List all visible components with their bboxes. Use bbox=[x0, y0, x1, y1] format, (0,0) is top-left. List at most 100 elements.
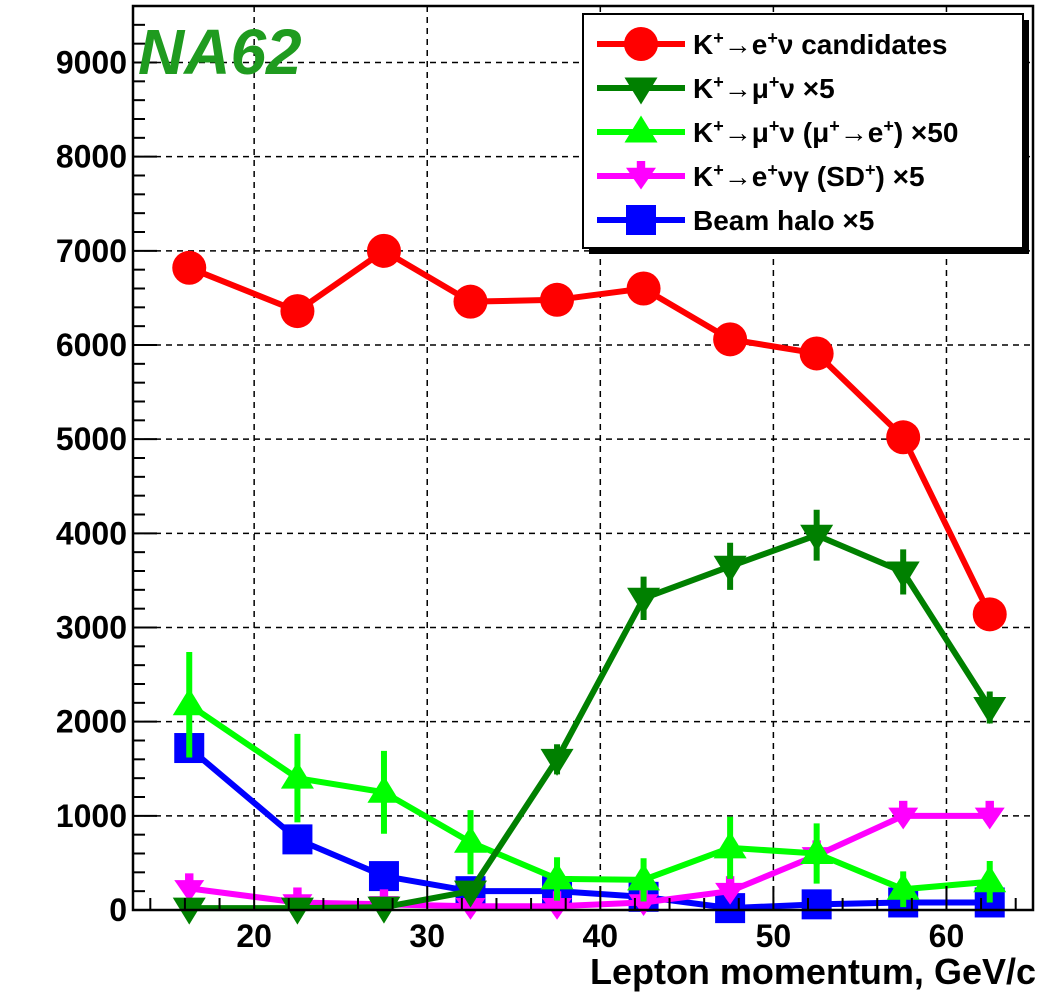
data-point bbox=[368, 861, 399, 892]
legend-label: K+→μ+ν ×5 bbox=[693, 72, 835, 104]
legend-text-part: ν (μ bbox=[779, 117, 829, 148]
y-tick-label: 0 bbox=[109, 892, 127, 928]
legend-superscript: + bbox=[769, 72, 780, 92]
series-line bbox=[188, 247, 993, 616]
data-point bbox=[540, 748, 574, 776]
series-line bbox=[189, 532, 993, 912]
data-point bbox=[282, 824, 313, 855]
legend-marker bbox=[624, 115, 658, 143]
legend-entry: K+→e+νγ (SD+) ×5 bbox=[597, 160, 925, 192]
legend-superscript: + bbox=[865, 160, 876, 180]
experiment-logo: NA62 bbox=[138, 16, 302, 88]
tri-star-marker-part bbox=[985, 800, 994, 824]
data-point bbox=[713, 555, 747, 583]
legend-text-part: νγ (SD bbox=[778, 161, 865, 192]
y-tick-label: 5000 bbox=[56, 421, 127, 457]
y-tick-label: 1000 bbox=[56, 798, 127, 834]
data-point bbox=[801, 889, 832, 920]
legend-text-part: ν candidates bbox=[778, 29, 948, 60]
data-point bbox=[454, 825, 487, 853]
data-point bbox=[172, 688, 206, 716]
legend-text-part: ν ×5 bbox=[779, 73, 834, 104]
tri-star-marker-part bbox=[552, 891, 562, 914]
legend-marker bbox=[626, 205, 656, 235]
legend-text-part: K bbox=[693, 29, 713, 60]
data-point bbox=[886, 420, 921, 455]
x-tick-label: 50 bbox=[756, 918, 792, 954]
data-point bbox=[800, 837, 834, 864]
data-point bbox=[626, 271, 661, 306]
legend-text-part: K bbox=[693, 161, 713, 192]
data-point bbox=[174, 873, 205, 902]
data-point bbox=[280, 294, 315, 329]
legend-entry: K+→μ+ν ×5 bbox=[597, 72, 835, 105]
data-point bbox=[713, 322, 748, 357]
legend-text-part: →e bbox=[724, 161, 768, 192]
data-point bbox=[453, 284, 488, 319]
legend-marker bbox=[624, 77, 658, 105]
legend-superscript: + bbox=[713, 28, 724, 48]
data-point bbox=[540, 282, 575, 317]
data-point bbox=[367, 775, 401, 803]
legend-label: K+→μ+ν (μ+→e+) ×50 bbox=[693, 116, 958, 148]
legend-superscript: + bbox=[767, 28, 778, 48]
y-tick-label: 9000 bbox=[56, 45, 127, 81]
legend-marker bbox=[624, 27, 658, 61]
tri-star-marker-part bbox=[185, 873, 194, 896]
data-point bbox=[886, 872, 920, 900]
data-point bbox=[799, 336, 834, 371]
data-point bbox=[713, 831, 747, 859]
legend-text-part: →e bbox=[840, 117, 884, 148]
legend-text-part: K bbox=[693, 73, 713, 104]
legend-superscript: + bbox=[769, 116, 780, 136]
tri-star-marker-part bbox=[898, 800, 908, 824]
legend-text-part: K bbox=[693, 117, 713, 148]
data-point bbox=[366, 233, 401, 268]
data-point bbox=[172, 250, 207, 285]
data-point bbox=[800, 524, 834, 552]
legend-text-part: →μ bbox=[724, 73, 769, 104]
y-tick-label: 8000 bbox=[56, 139, 127, 175]
legend-superscript: + bbox=[713, 116, 724, 136]
legend-text-part: ) ×5 bbox=[876, 161, 925, 192]
data-point bbox=[973, 697, 1007, 725]
data-point bbox=[627, 863, 661, 891]
legend-marker bbox=[626, 161, 656, 190]
legend-text-part: Beam halo ×5 bbox=[693, 205, 874, 236]
x-tick-label: 60 bbox=[929, 918, 965, 954]
data-point bbox=[973, 865, 1007, 893]
legend-text-part: →μ bbox=[724, 117, 769, 148]
y-tick-label: 3000 bbox=[56, 610, 127, 646]
y-tick-label: 2000 bbox=[56, 704, 127, 740]
x-tick-label: 30 bbox=[409, 918, 445, 954]
legend-superscript: + bbox=[829, 116, 840, 136]
x-axis-title: Lepton momentum, GeV/c bbox=[590, 951, 1036, 992]
legend-label: Beam halo ×5 bbox=[693, 205, 874, 236]
data-point bbox=[454, 880, 487, 908]
data-point bbox=[715, 876, 746, 905]
legend-text-part: ) ×50 bbox=[894, 117, 959, 148]
legend-entry: K+→e+ν candidates bbox=[597, 27, 947, 61]
series-layer bbox=[172, 233, 1007, 925]
legend-superscript: + bbox=[883, 116, 894, 136]
y-tick-label: 4000 bbox=[56, 515, 127, 551]
tri-star-marker-part bbox=[725, 876, 735, 899]
legend-superscript: + bbox=[767, 160, 778, 180]
data-point bbox=[888, 800, 919, 830]
data-point bbox=[540, 862, 574, 890]
series-1 bbox=[172, 509, 1007, 925]
axis-ticks: 20 30 40 50 60 0 1000 2000 3000 4000 5000 6000 7000 8… bbox=[56, 5, 1017, 954]
data-point bbox=[280, 761, 314, 789]
data-point bbox=[972, 597, 1007, 632]
legend-entry: Beam halo ×5 bbox=[597, 205, 874, 236]
y-tick-label: 6000 bbox=[56, 327, 127, 363]
series-2 bbox=[172, 651, 1007, 908]
data-point bbox=[627, 587, 661, 615]
legend-label: K+→e+ν candidates bbox=[693, 28, 947, 60]
legend-label: K+→e+νγ (SD+) ×5 bbox=[693, 160, 925, 192]
series-0 bbox=[172, 233, 1007, 632]
legend-text-part: →e bbox=[724, 29, 768, 60]
series-line bbox=[187, 702, 990, 893]
